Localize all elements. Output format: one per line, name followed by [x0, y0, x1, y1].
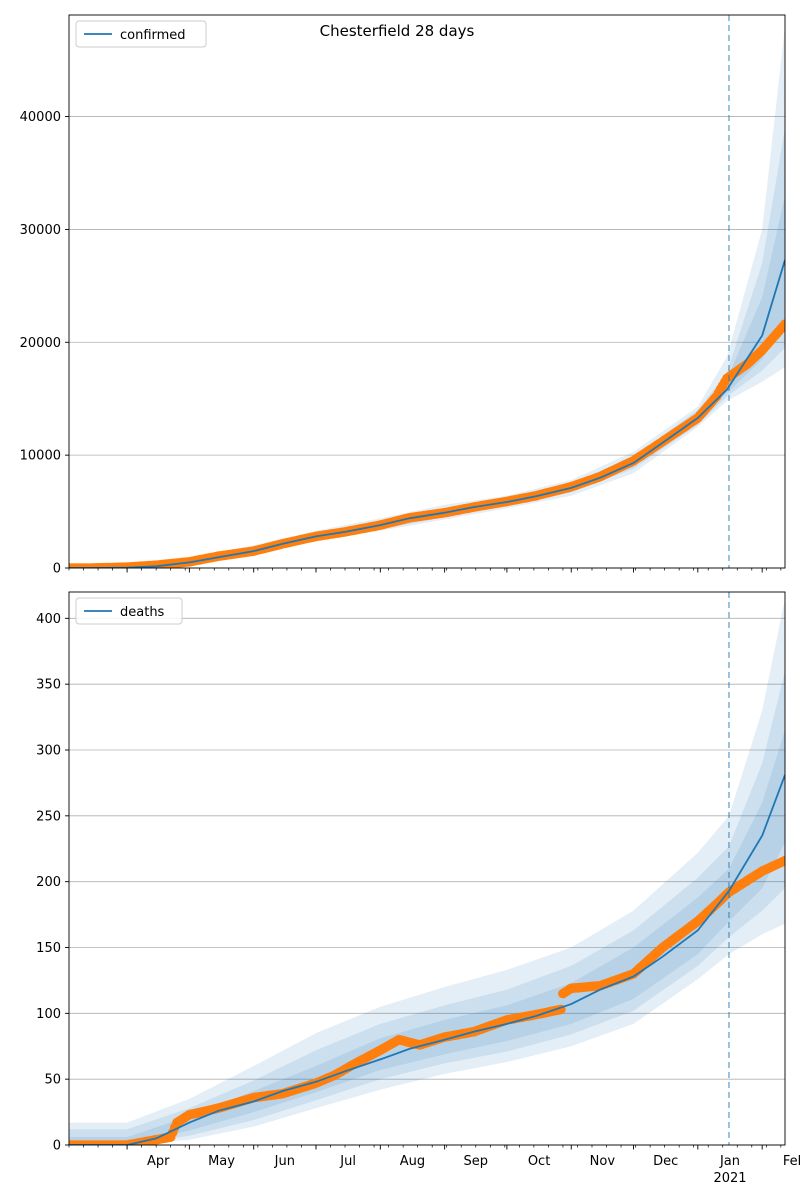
- plot-area: [69, 598, 785, 1145]
- x-year-label: 2021: [713, 1171, 746, 1186]
- model-line: [69, 259, 785, 568]
- x-tick-label: May: [208, 1154, 235, 1169]
- y-tick-label: 20000: [20, 336, 61, 351]
- x-tick-label: Sep: [464, 1154, 489, 1169]
- legend-label: deaths: [120, 605, 165, 620]
- axes-frame: [68, 591, 786, 1146]
- y-tick-label: 350: [36, 678, 61, 693]
- deaths-panel: 0 50 100 150 200 250 300 350 400 Apr May Jun Jul Aug S…: [36, 591, 800, 1186]
- x-tick-label: Jan: [719, 1154, 740, 1169]
- observed-point: [780, 855, 785, 866]
- x-tick-label: Oct: [528, 1154, 550, 1169]
- y-tick-label: 50: [44, 1073, 61, 1088]
- x-tick-label: Jul: [339, 1154, 356, 1169]
- uncertainty-band-0: [69, 598, 785, 1145]
- x-tick-label: Feb: [783, 1154, 800, 1169]
- y-tick-label: 100: [36, 1007, 61, 1022]
- plot-area: [69, 26, 785, 568]
- legend-label: confirmed: [120, 28, 186, 43]
- y-tick-label: 10000: [20, 449, 61, 464]
- y-tick-label: 30000: [20, 223, 61, 238]
- figure-title: Chesterfield 28 days: [320, 22, 475, 40]
- y-tick-label: 40000: [20, 110, 61, 125]
- legend: deaths: [75, 597, 183, 625]
- observed-point: [780, 319, 785, 329]
- y-tick-label: 400: [36, 612, 61, 627]
- y-tick-label: 250: [36, 809, 61, 824]
- uncertainty-band-1: [69, 671, 785, 1145]
- confirmed-panel: 0 10000 20000 30000 40000 confirmed: [20, 14, 786, 577]
- y-tick-label: 300: [36, 744, 61, 759]
- legend-box: [75, 597, 183, 625]
- y-tick-label: 150: [36, 941, 61, 956]
- legend: confirmed: [75, 20, 207, 48]
- x-tick-label: Apr: [147, 1154, 170, 1169]
- x-tick-label: Jun: [274, 1154, 295, 1169]
- y-tick-label: 0: [53, 1139, 61, 1154]
- axes-frame: [68, 14, 786, 569]
- x-tick-label: Aug: [400, 1154, 425, 1169]
- x-tick-label: Nov: [590, 1154, 616, 1169]
- legend-box: [75, 20, 207, 48]
- y-tick-label: 0: [53, 562, 61, 577]
- y-tick-label: 200: [36, 875, 61, 890]
- x-tick-label: Dec: [653, 1154, 678, 1169]
- model-line: [69, 774, 785, 1145]
